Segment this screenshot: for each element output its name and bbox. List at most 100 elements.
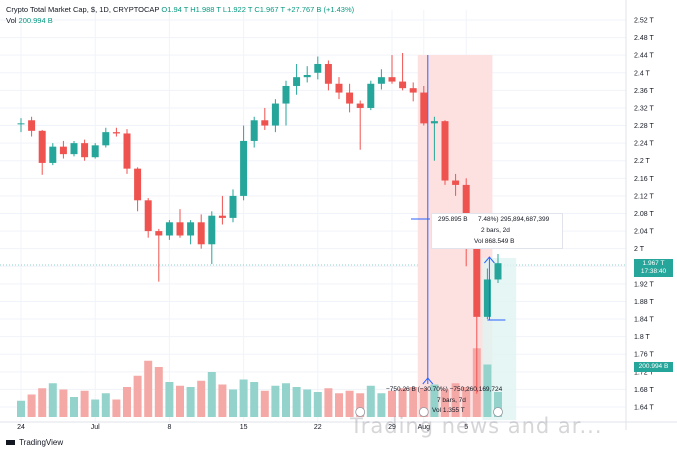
candle [473, 228, 481, 394]
candle-body [452, 180, 460, 185]
y-tick-label: 2.08 T [634, 211, 654, 218]
candle [388, 55, 396, 84]
candle-body [59, 146, 67, 155]
last-price-badge: 1.967 T 17:38:40 [634, 259, 673, 277]
candle [240, 125, 248, 201]
volume-bar [154, 367, 163, 417]
x-tick-label: 5 [464, 424, 468, 431]
measure-lower-vol: Vol 1.355 T [432, 407, 465, 414]
candle [17, 118, 25, 133]
tradingview-icon [6, 440, 15, 446]
volume-legend: Vol 200.994 B [6, 16, 53, 25]
y-tick-label: 2.44 T [634, 53, 654, 60]
y-axis: 2.52 T 2.48 T 2.44 T 2.4 T 2.36 T 2.32 T 2.28 … [634, 18, 654, 412]
x-tick-label: 29 [388, 424, 396, 431]
volume-bar [494, 392, 502, 417]
measure-arrow-head-lower [422, 377, 434, 385]
y-tick-label: 2 T [634, 246, 645, 253]
candle [293, 63, 301, 95]
candle-body [144, 200, 152, 232]
ohlc-values: O1.94 T H1.988 T L1.922 T C1.967 T +27.7… [161, 5, 355, 14]
candle [452, 173, 460, 196]
candle [197, 214, 205, 249]
watermark: Trading news and ar... [350, 414, 603, 438]
volume-bar [176, 385, 184, 417]
candle-body [314, 63, 322, 73]
candle [187, 220, 195, 245]
candle [229, 189, 237, 223]
candle-body [91, 145, 99, 158]
volume-bar [324, 388, 333, 417]
candle [420, 85, 428, 126]
candle [430, 116, 438, 161]
y-tick-label: 1.92 T [634, 281, 654, 288]
candle-body [335, 83, 343, 93]
brand-name: TradingView [19, 438, 64, 447]
volume-bar [80, 390, 89, 417]
candle-body [112, 132, 120, 134]
candle-body [420, 92, 428, 124]
candle-body [17, 123, 25, 125]
volume-bar [38, 388, 47, 417]
candle-body [356, 103, 364, 108]
y-tick-label: 1.64 T [634, 405, 654, 412]
volume-bar [17, 400, 25, 417]
volume-bar [165, 382, 174, 417]
candle [59, 140, 67, 159]
candle [377, 69, 385, 90]
measure-upper-left: 295.895 B [438, 216, 468, 223]
candle [102, 127, 110, 148]
candle-body [250, 120, 258, 141]
candle [81, 139, 89, 161]
x-tick-label: 24 [17, 424, 25, 431]
event-icon [355, 407, 366, 417]
tradingview-logo[interactable]: TradingView [6, 438, 63, 447]
volume-bar [48, 383, 57, 417]
volume-bar [207, 372, 216, 417]
candle [70, 140, 78, 157]
candle-body [293, 77, 301, 86]
candle [176, 209, 184, 238]
candle [346, 83, 354, 113]
candle [494, 253, 502, 283]
y-tick-label: 2.4 T [634, 70, 651, 77]
candle-body [102, 132, 110, 146]
volume-bar [451, 383, 460, 417]
y-tick-label: 2.52 T [634, 18, 654, 25]
candle-body [208, 215, 216, 245]
measure-upper-right: 7.48%) 295,894,687,399 [478, 216, 550, 223]
volume-bar [313, 392, 322, 417]
measure-lines [411, 55, 506, 385]
candle [441, 120, 449, 185]
candle-body [165, 222, 173, 236]
candle [218, 195, 226, 225]
candle [112, 127, 120, 137]
y-tick-label: 2.24 T [634, 141, 654, 148]
candle [261, 107, 269, 130]
candle-body [483, 279, 491, 317]
measure-tooltip-upper [431, 213, 563, 249]
volume-bar [430, 384, 439, 417]
candle [282, 80, 290, 126]
candle-body [187, 222, 195, 236]
volume-bar [70, 397, 78, 417]
candle-body [38, 130, 46, 163]
volume-bar [366, 385, 375, 417]
candle [155, 228, 163, 282]
volume-bar [462, 387, 471, 417]
candle-body [399, 81, 407, 89]
candle [28, 116, 36, 137]
candle [123, 129, 131, 174]
chart-title: Crypto Total Market Cap, $, 1D, CRYPTOCA… [6, 5, 160, 14]
candle-body [49, 146, 57, 163]
x-tick-label: 22 [314, 424, 322, 431]
volume-bar [292, 387, 301, 417]
y-tick-label: 1.72 T [634, 369, 654, 376]
y-tick-label: 1.76 T [634, 352, 654, 359]
candle-body [430, 121, 438, 124]
volume-bar [91, 399, 100, 417]
volume-badge: 200.994 B [634, 362, 673, 372]
measure-arrow-head [484, 256, 495, 264]
candle-body [28, 120, 36, 131]
